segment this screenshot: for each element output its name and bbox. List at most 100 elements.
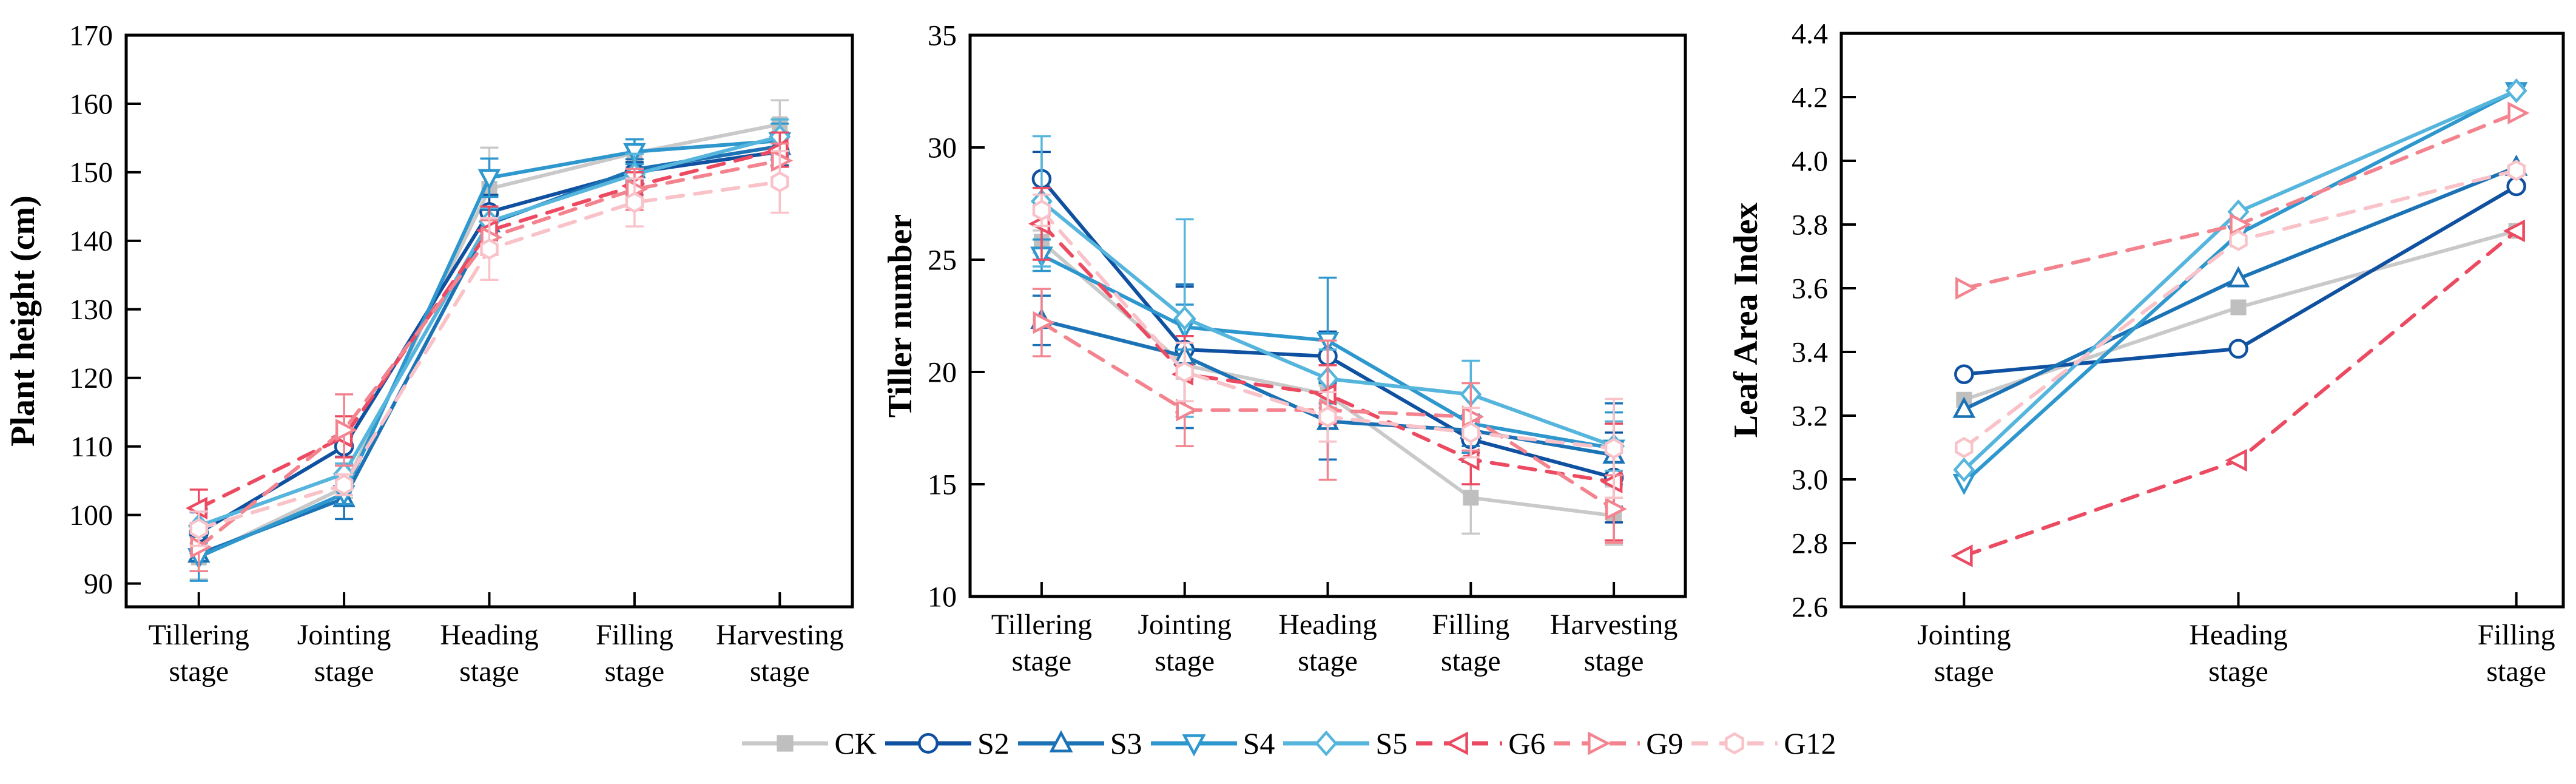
- y-tick-label: 35: [928, 19, 957, 52]
- x-category-label: Filling: [1432, 609, 1509, 641]
- hexagon-marker: [334, 474, 354, 496]
- triangle-up-marker: [2227, 266, 2250, 288]
- triangle-right-marker: [1605, 498, 1627, 521]
- y-tick-label: 3.2: [1792, 400, 1828, 432]
- x-category-label: stage: [1441, 645, 1501, 677]
- diamond-marker: [1953, 457, 1975, 482]
- series-S2: [189, 137, 790, 555]
- x-category-label: stage: [605, 655, 665, 688]
- triangle-left-marker: [1951, 544, 1973, 567]
- y-tick-label: 4.4: [1792, 18, 1828, 50]
- hexagon-marker: [1604, 438, 1623, 459]
- series-G12: [189, 150, 789, 547]
- hexagon-marker: [625, 191, 644, 214]
- series-S4: [1952, 82, 2528, 496]
- triangle-left-marker: [185, 496, 207, 520]
- y-tick-label: 15: [928, 468, 957, 501]
- legend-label: S5: [1375, 726, 1408, 760]
- y-tick-label: 2.8: [1792, 527, 1828, 559]
- series-CK: [1956, 223, 2524, 408]
- plot-frame: [1839, 32, 2565, 609]
- triangle-left-marker: [1445, 731, 1469, 755]
- legend-sample-G12: [1691, 732, 1778, 755]
- y-tick-label: 110: [70, 431, 113, 463]
- legend-item-G9: G9: [1551, 724, 1683, 763]
- triangle-right-marker: [2507, 101, 2530, 124]
- y-tick-label: 100: [69, 499, 113, 532]
- hexagon-marker: [189, 518, 208, 539]
- circle-marker: [917, 733, 939, 754]
- x-category-label: stage: [1012, 645, 1072, 677]
- x-category-label: Filling: [596, 619, 673, 651]
- triangle-left-marker: [1457, 448, 1480, 471]
- legend-label: S4: [1242, 726, 1275, 760]
- legend-item-G6: G6: [1414, 724, 1545, 763]
- legend-sample-S4: [1150, 734, 1237, 757]
- y-tick-label: 170: [69, 19, 113, 52]
- plant-height-cm--plot: 90 100 110 120 130 140 150 160 170 Tillering stage…: [4, 19, 854, 688]
- legend-label: G9: [1646, 726, 1684, 760]
- square-marker: [777, 735, 794, 752]
- tiller-number-plot: 10 15 20 25 30 35 Tillering stage Jointing stage H…: [882, 19, 1687, 677]
- legend-label: G6: [1508, 726, 1546, 760]
- y-tick-label: 130: [69, 294, 113, 326]
- square-marker: [2230, 299, 2247, 316]
- y-tick-label: 120: [69, 362, 113, 394]
- y-axis-title: Leaf Area Index: [1727, 203, 1765, 438]
- triangle-right-marker: [1462, 405, 1485, 428]
- leaf-area-index-plot: 2.6 2.8 3.0 3.2 3.4 3.6 3.8 4.0 4.2 4.4 Jointing st…: [1727, 18, 2565, 688]
- triangle-right-marker: [335, 418, 357, 442]
- legend-item-S4: S4: [1148, 724, 1275, 763]
- x-category-label: stage: [1155, 645, 1215, 677]
- legend-sample-S3: [1017, 730, 1104, 752]
- x-category-label: stage: [1584, 645, 1644, 677]
- legend-label: S2: [977, 726, 1010, 760]
- x-category-label: stage: [459, 655, 519, 688]
- diamond-marker: [2505, 78, 2527, 103]
- triangle-down-marker: [1182, 734, 1206, 757]
- triangle-left-marker: [2503, 219, 2525, 243]
- hexagon-marker: [1725, 732, 1745, 755]
- x-category-label: Jointing: [1138, 609, 1232, 641]
- triangle-right-marker: [2230, 213, 2252, 236]
- hexagon-marker: [2507, 160, 2526, 181]
- x-category-label: stage: [750, 655, 810, 688]
- x-category-label: stage: [1298, 645, 1358, 677]
- x-category-label: stage: [2208, 655, 2268, 688]
- y-tick-label: 4.2: [1792, 81, 1828, 113]
- legend-item-S3: S3: [1016, 724, 1142, 763]
- x-category-label: Tillering: [991, 609, 1092, 641]
- triangle-left-marker: [1600, 470, 1623, 493]
- x-category-label: Heading: [440, 619, 539, 651]
- triangle-right-marker: [1955, 277, 1978, 300]
- hexagon-marker: [1032, 200, 1051, 221]
- legend-sample-S2: [885, 733, 971, 754]
- diamond-marker: [1173, 305, 1196, 331]
- y-tick-label: 3.4: [1792, 336, 1828, 368]
- series-G12: [1955, 160, 2526, 459]
- series-S3: [1952, 154, 2528, 418]
- hexagon-marker: [480, 238, 499, 260]
- x-category-label: Harvesting: [1550, 609, 1678, 641]
- legend-sample-S5: [1283, 730, 1370, 757]
- triangle-right-marker: [1176, 399, 1198, 422]
- hexagon-marker: [770, 171, 789, 193]
- x-category-label: stage: [2486, 655, 2546, 688]
- triangle-up-marker: [1952, 396, 1976, 418]
- hexagon-marker: [1955, 436, 1974, 459]
- x-category-label: Filling: [2478, 619, 2555, 651]
- legend-label: S3: [1110, 726, 1142, 760]
- hexagon-marker: [1462, 422, 1480, 444]
- triangle-left-marker: [2225, 448, 2247, 472]
- x-category-label: Harvesting: [716, 619, 844, 651]
- series-S5: [1953, 78, 2527, 482]
- x-category-label: Tillering: [149, 619, 249, 651]
- y-tick-label: 3.6: [1792, 272, 1828, 305]
- x-category-label: stage: [314, 655, 374, 688]
- y-tick-label: 10: [928, 581, 957, 613]
- x-category-label: stage: [1934, 655, 1994, 688]
- series-line-G6: [197, 147, 782, 510]
- y-tick-label: 140: [69, 225, 113, 257]
- y-tick-label: 20: [928, 356, 957, 388]
